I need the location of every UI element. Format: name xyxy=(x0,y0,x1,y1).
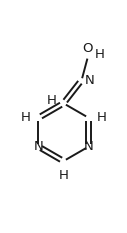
Text: H: H xyxy=(47,94,57,107)
Text: N: N xyxy=(84,140,93,153)
Text: H: H xyxy=(97,111,107,124)
Text: H: H xyxy=(95,48,105,61)
Text: N: N xyxy=(85,74,95,87)
Text: H: H xyxy=(20,111,30,124)
Text: N: N xyxy=(34,140,43,153)
Text: O: O xyxy=(82,42,92,55)
Text: H: H xyxy=(59,169,68,182)
